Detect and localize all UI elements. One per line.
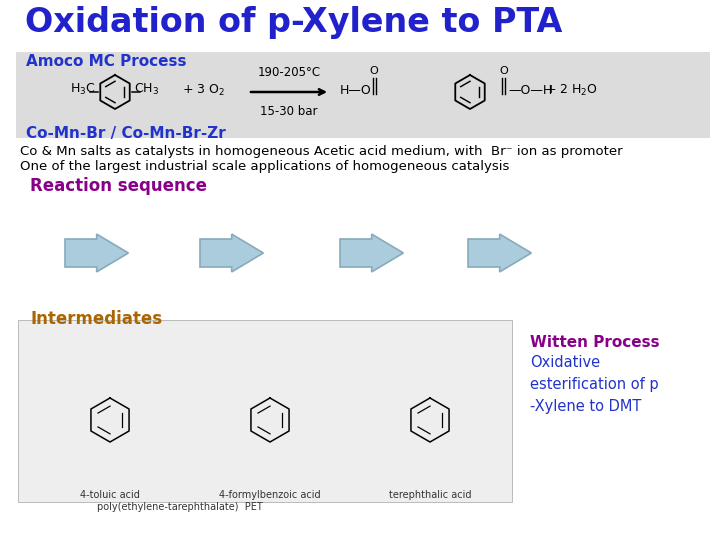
Text: 15-30 bar: 15-30 bar [260,105,318,118]
Text: 4-formylbenzoic acid: 4-formylbenzoic acid [219,490,321,500]
FancyArrow shape [340,234,403,272]
FancyBboxPatch shape [16,52,710,138]
Text: poly(ethylene-tarephthalate)  PET: poly(ethylene-tarephthalate) PET [97,502,263,512]
Text: 190-205°C: 190-205°C [258,66,320,79]
FancyArrow shape [65,234,128,272]
Text: Reaction sequence: Reaction sequence [30,177,207,195]
Text: Intermediates: Intermediates [30,310,162,328]
Text: O: O [369,66,379,76]
Text: —O—H: —O—H [508,84,552,97]
FancyBboxPatch shape [18,320,512,502]
Text: Co-Mn-Br / Co-Mn-Br-Zr: Co-Mn-Br / Co-Mn-Br-Zr [26,126,226,141]
Text: Witten Process: Witten Process [530,335,660,350]
Text: + 2 H$_2$O: + 2 H$_2$O [545,83,598,98]
Text: Oxidative
esterification of p
-Xylene to DMT: Oxidative esterification of p -Xylene to… [530,355,659,414]
Text: O: O [500,66,508,76]
Text: 4-toluic acid: 4-toluic acid [80,490,140,500]
Text: H$_3$C: H$_3$C [71,82,96,97]
Text: + 3 O$_2$: + 3 O$_2$ [182,83,225,98]
Text: Co & Mn salts as catalysts in homogeneous Acetic acid medium, with  Br⁻ ion as p: Co & Mn salts as catalysts in homogeneou… [20,145,623,158]
FancyArrow shape [468,234,531,272]
Text: Oxidation of p-Xylene to PTA: Oxidation of p-Xylene to PTA [25,6,562,39]
Text: H—O: H—O [340,84,372,97]
Text: terephthalic acid: terephthalic acid [389,490,472,500]
Text: One of the largest industrial scale applications of homogeneous catalysis: One of the largest industrial scale appl… [20,160,509,173]
Text: CH$_3$: CH$_3$ [134,82,159,97]
FancyArrow shape [200,234,264,272]
Text: Amoco MC Process: Amoco MC Process [26,54,186,69]
